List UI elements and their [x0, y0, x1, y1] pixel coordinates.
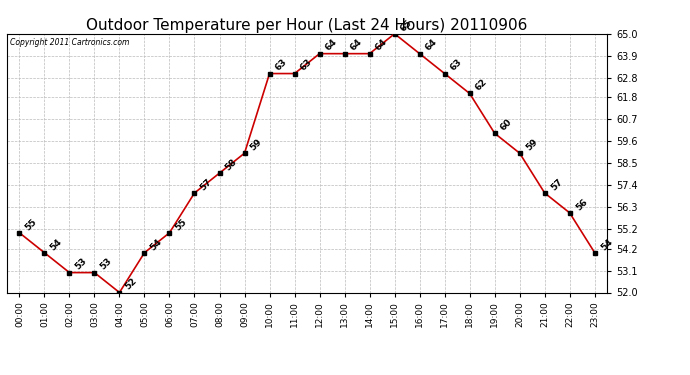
Text: 60: 60 — [499, 117, 514, 132]
Text: 65: 65 — [399, 18, 414, 33]
Title: Outdoor Temperature per Hour (Last 24 Hours) 20110906: Outdoor Temperature per Hour (Last 24 Ho… — [86, 18, 528, 33]
Text: 54: 54 — [148, 237, 164, 252]
Text: 53: 53 — [99, 256, 114, 272]
Text: 57: 57 — [549, 177, 564, 192]
Text: 59: 59 — [248, 137, 264, 152]
Text: 63: 63 — [299, 58, 314, 73]
Text: 64: 64 — [348, 38, 364, 53]
Text: Copyright 2011 Cartronics.com: Copyright 2011 Cartronics.com — [10, 38, 129, 46]
Text: 64: 64 — [374, 38, 389, 53]
Text: 58: 58 — [224, 157, 239, 172]
Text: 59: 59 — [524, 137, 539, 152]
Text: 53: 53 — [74, 256, 89, 272]
Text: 55: 55 — [174, 217, 189, 232]
Text: 64: 64 — [424, 38, 439, 53]
Text: 57: 57 — [199, 177, 214, 192]
Text: 56: 56 — [574, 197, 589, 212]
Text: 63: 63 — [448, 58, 464, 73]
Text: 54: 54 — [599, 237, 614, 252]
Text: 64: 64 — [324, 38, 339, 53]
Text: 63: 63 — [274, 58, 289, 73]
Text: 62: 62 — [474, 78, 489, 93]
Text: 54: 54 — [48, 237, 64, 252]
Text: 52: 52 — [124, 276, 139, 292]
Text: 55: 55 — [23, 217, 39, 232]
